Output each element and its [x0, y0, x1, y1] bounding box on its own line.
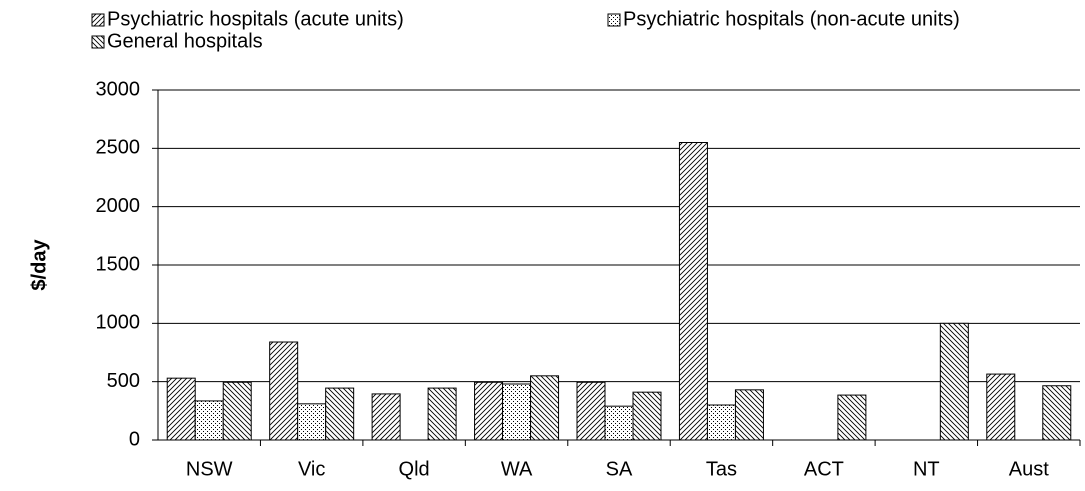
bar: [986, 373, 1016, 441]
y-tick-label: 2000: [96, 195, 141, 217]
bar: [837, 394, 867, 441]
bar: [474, 381, 504, 441]
x-tick-label: NSW: [186, 458, 233, 480]
x-tick-label: Aust: [1009, 458, 1049, 480]
bar: [576, 381, 606, 441]
bar: [297, 403, 327, 441]
y-tick-label: 1000: [96, 312, 141, 334]
bar: [371, 393, 401, 441]
legend-swatch: [91, 35, 105, 49]
bar: [706, 404, 736, 441]
y-tick-label: 1500: [96, 253, 141, 275]
bar: [939, 322, 969, 441]
x-tick-label: Tas: [706, 458, 737, 480]
y-tick-label: 0: [129, 428, 140, 450]
x-tick-label: Vic: [298, 458, 325, 480]
legend-label: Psychiatric hospitals (acute units): [107, 8, 404, 30]
bar: [530, 375, 560, 441]
x-tick-label: SA: [606, 458, 633, 480]
x-tick-label: WA: [501, 458, 533, 480]
y-axis-label: $/day: [28, 239, 50, 291]
x-tick-label: NT: [913, 458, 940, 480]
bar: [325, 387, 355, 441]
bar: [734, 389, 764, 441]
y-tick-label: 3000: [96, 78, 141, 100]
bar: [1042, 385, 1072, 441]
legend-label: General hospitals: [107, 30, 263, 52]
bar: [166, 377, 196, 441]
bar: [427, 387, 457, 441]
bar: [194, 400, 224, 441]
bar: [222, 381, 252, 441]
bar: [632, 391, 662, 441]
legend-swatch: [91, 13, 105, 27]
legend-swatch: [607, 13, 621, 27]
bar: [604, 405, 634, 441]
x-tick-label: ACT: [804, 458, 844, 480]
y-tick-label: 500: [107, 370, 140, 392]
x-tick-label: Qld: [399, 458, 430, 480]
bar: [502, 383, 532, 441]
bar: [269, 341, 299, 441]
legend-label: Psychiatric hospitals (non-acute units): [623, 8, 960, 30]
bar: [678, 142, 708, 441]
y-tick-label: 2500: [96, 137, 141, 159]
